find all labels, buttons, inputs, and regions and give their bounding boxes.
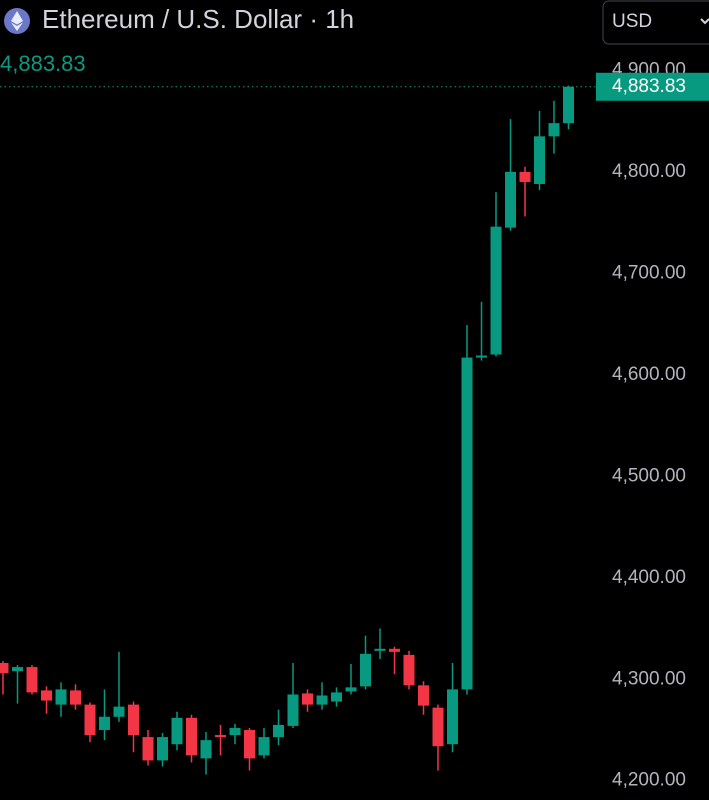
eth-logo: [11, 11, 23, 31]
last-price-label: 4,883.83: [612, 76, 686, 97]
y-tick-label: 4,500.00: [612, 465, 686, 486]
candle-body: [99, 716, 110, 730]
candle-body: [171, 717, 183, 745]
candle-body: [331, 692, 342, 702]
candle-body: [476, 355, 487, 358]
currency-selector[interactable]: [602, 0, 709, 45]
candle-body: [142, 737, 154, 761]
y-tick-label: 4,800.00: [612, 161, 686, 182]
candle-body: [84, 704, 96, 736]
last-price-box: [596, 72, 709, 101]
candle-body: [200, 740, 212, 759]
candle-body: [12, 667, 23, 672]
candle-body: [534, 136, 545, 185]
chart-title: Ethereum / U.S. Dollar · 1h: [42, 4, 354, 34]
y-tick-label: 4,300.00: [612, 668, 686, 689]
candle-body: [258, 737, 270, 756]
candle-body: [389, 648, 400, 652]
candle-body: [244, 729, 255, 759]
candle-body: [505, 171, 516, 228]
candle-body: [55, 689, 67, 705]
y-tick-label: 4,400.00: [612, 567, 686, 588]
header-price: 4,883.83: [0, 51, 86, 76]
candle-body: [548, 123, 560, 137]
candle-body: [273, 724, 284, 738]
candle-body: [302, 693, 313, 705]
candle-body: [418, 685, 429, 706]
y-tick-label: 4,200.00: [612, 770, 686, 791]
candle-body: [186, 717, 197, 756]
candle-body: [0, 663, 9, 674]
dropdown-arrow: [700, 18, 709, 25]
candle-body: [128, 704, 139, 736]
candle-body: [26, 667, 38, 693]
candle-body: [461, 357, 473, 690]
candle-body: [490, 226, 502, 355]
candle-body: [432, 707, 444, 747]
currency-label: USD: [612, 11, 652, 32]
candle-body: [360, 653, 371, 687]
candle-body: [157, 737, 168, 761]
candle-body: [229, 727, 241, 736]
candle-body: [70, 690, 81, 705]
candle-body: [215, 735, 226, 738]
candle-body: [113, 706, 125, 717]
candle-body: [403, 654, 415, 686]
y-tick-label: 4,600.00: [612, 364, 686, 385]
candle-body: [563, 86, 574, 124]
y-tick-label: 4,700.00: [612, 262, 686, 283]
candle-body: [41, 690, 52, 701]
candle-body: [374, 648, 386, 651]
candle-body: [519, 171, 531, 182]
candle-body: [447, 689, 458, 745]
candle-body: [345, 687, 357, 692]
candle-body: [287, 694, 299, 726]
candle-body: [316, 695, 328, 705]
